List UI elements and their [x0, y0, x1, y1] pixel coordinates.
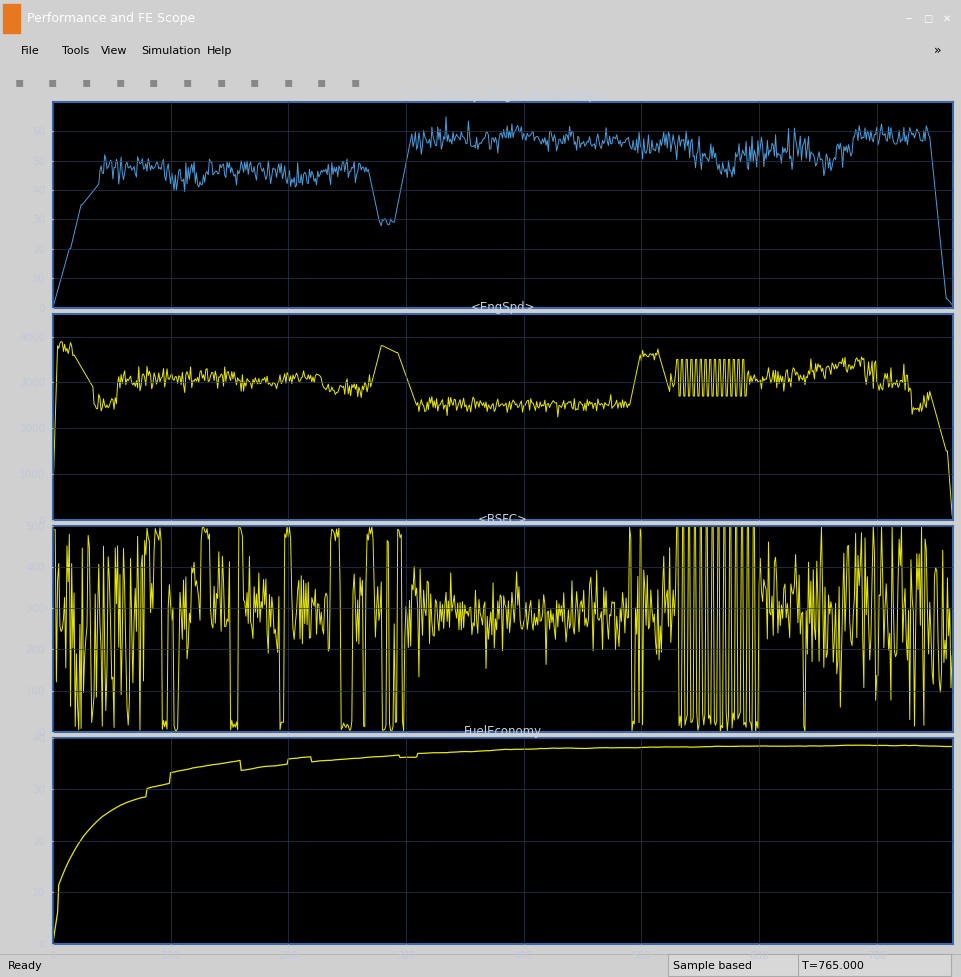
Text: ▪: ▪ [216, 75, 226, 89]
Text: ▪: ▪ [115, 75, 125, 89]
Text: Performance and FE Scope: Performance and FE Scope [27, 12, 195, 25]
Title: <BSFC>: <BSFC> [479, 513, 528, 526]
Text: Sample based: Sample based [673, 961, 752, 971]
Text: Ready: Ready [8, 961, 42, 971]
Title: Trace Velocity, Target, Actual (mph): Trace Velocity, Target, Actual (mph) [398, 89, 608, 102]
Title: FuelEconomy: FuelEconomy [464, 725, 542, 738]
Text: »: » [934, 44, 942, 58]
Text: ▪: ▪ [183, 75, 192, 89]
Bar [3, 4, 20, 33]
Text: ▪: ▪ [48, 75, 58, 89]
Text: Simulation: Simulation [141, 46, 201, 56]
Text: Tools: Tools [62, 46, 89, 56]
Text: ▪: ▪ [317, 75, 327, 89]
Text: ✕: ✕ [943, 14, 950, 23]
Text: ▪: ▪ [149, 75, 159, 89]
Title: <EngSpd>: <EngSpd> [471, 301, 535, 314]
Bar [798, 954, 951, 976]
Text: T=765.000: T=765.000 [802, 961, 864, 971]
Bar [668, 954, 951, 976]
Text: ─: ─ [905, 14, 911, 23]
Text: ▪: ▪ [14, 75, 24, 89]
Text: Help: Help [207, 46, 232, 56]
Text: ▪: ▪ [283, 75, 293, 89]
Text: □: □ [923, 14, 932, 23]
Text: ▪: ▪ [351, 75, 360, 89]
Text: View: View [101, 46, 128, 56]
Text: ▪: ▪ [82, 75, 91, 89]
Text: ▪: ▪ [250, 75, 259, 89]
Text: File: File [21, 46, 40, 56]
